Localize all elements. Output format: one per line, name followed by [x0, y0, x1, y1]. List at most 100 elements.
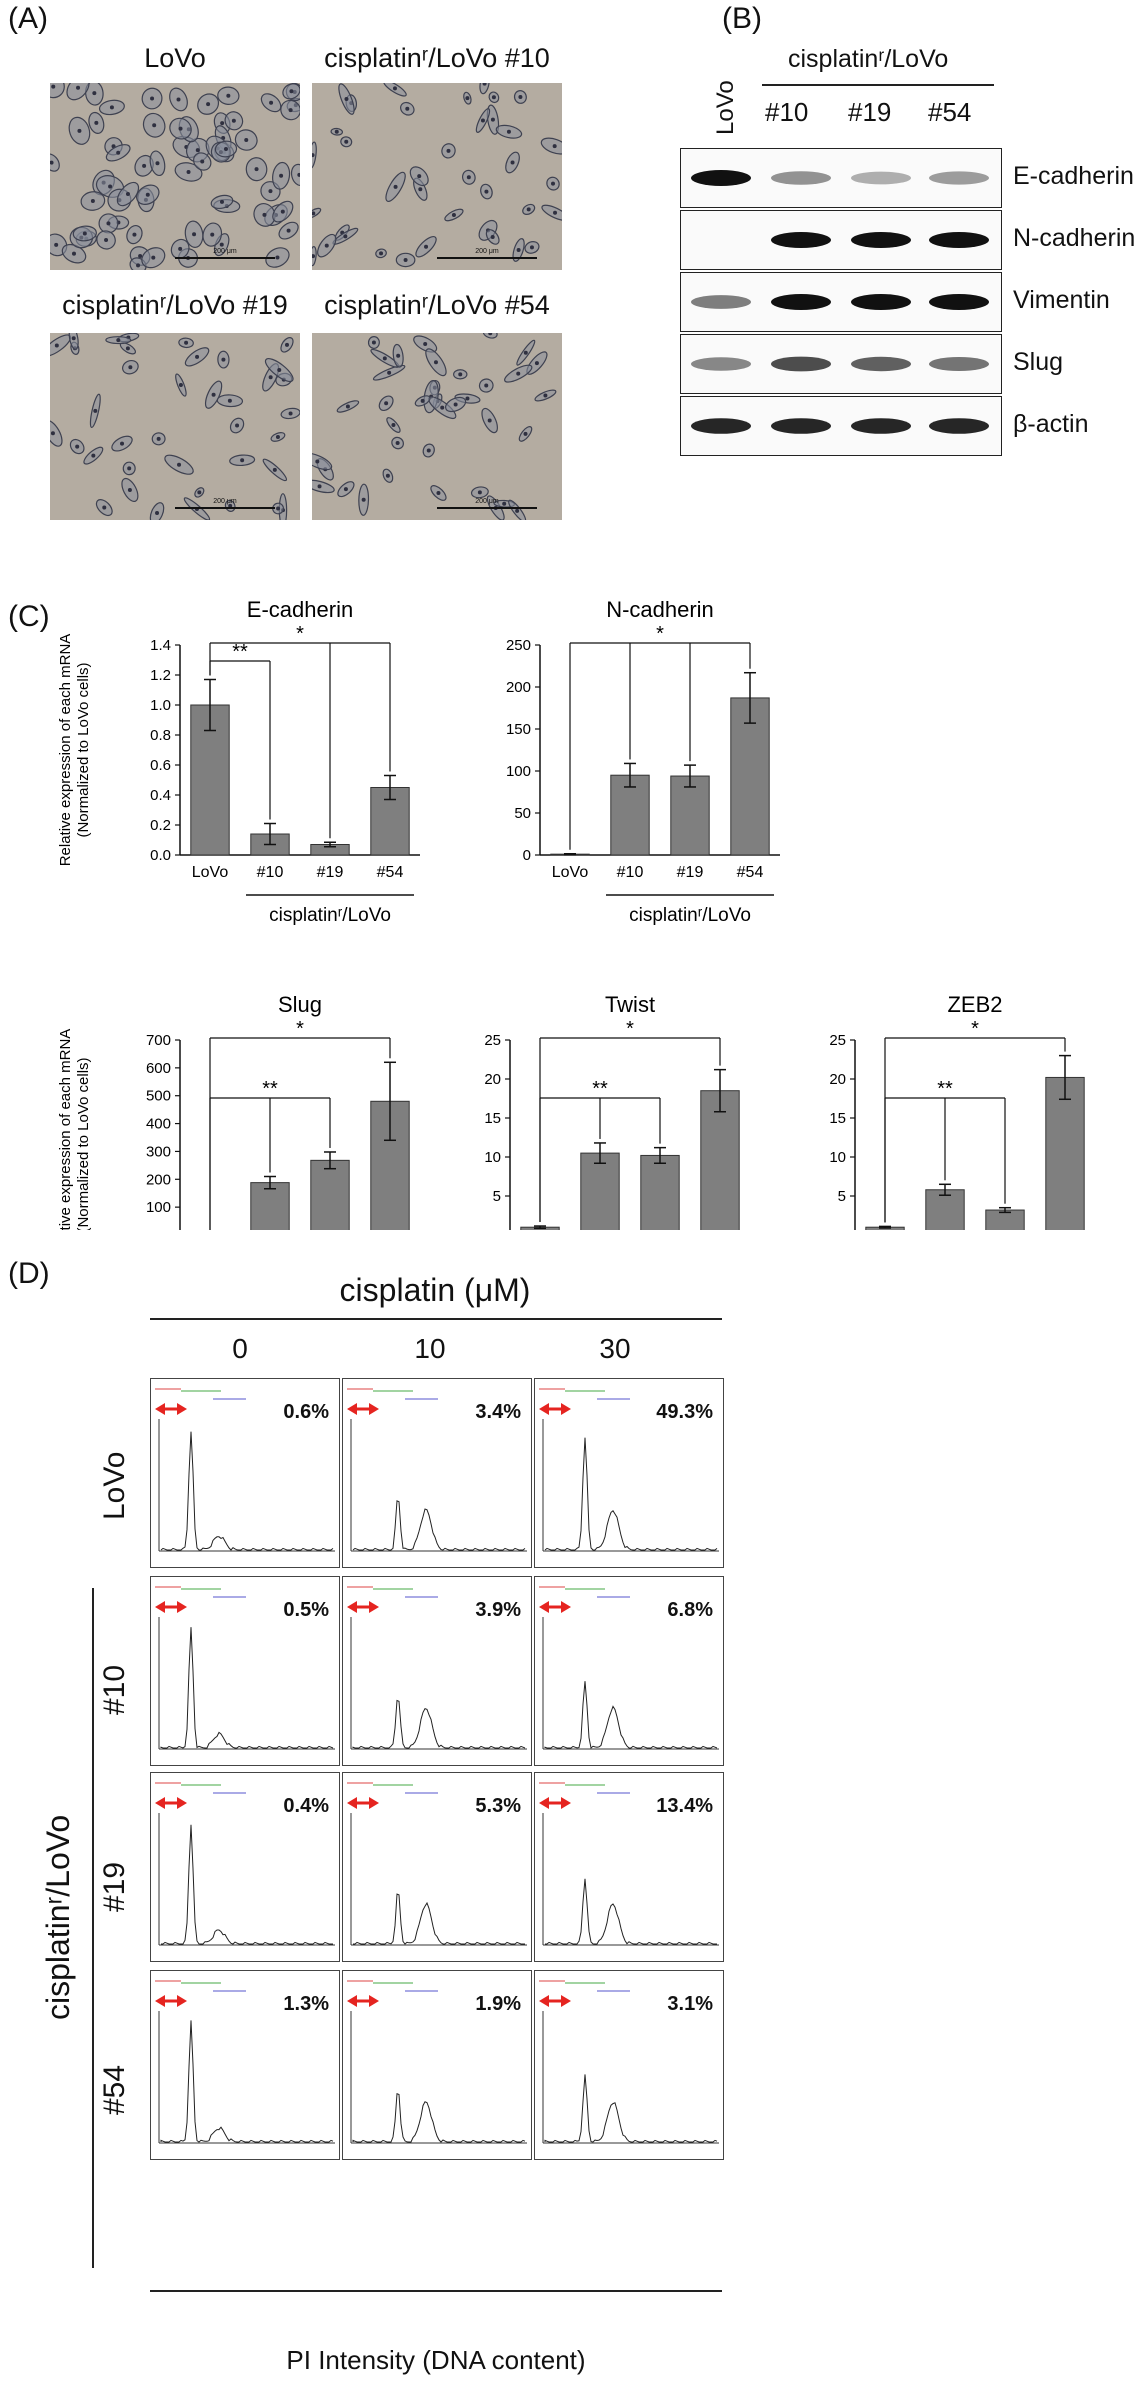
- cell-nucleus: [156, 436, 161, 441]
- scale-bar-label: 200 μm: [213, 248, 237, 255]
- cell-nucleus: [344, 97, 349, 102]
- y-tick-label: 200: [506, 679, 531, 696]
- cell-nucleus: [200, 159, 205, 164]
- cell-nucleus: [466, 175, 471, 180]
- cell-nucleus: [155, 511, 160, 516]
- cell-nucleus: [334, 129, 339, 134]
- subg1-percent: 6.8%: [667, 1599, 713, 1621]
- arrow-right: [561, 1797, 571, 1809]
- wb-group-label: cisplatinʳ/LoVo: [788, 45, 949, 73]
- bar: [640, 1154, 680, 1230]
- x-tick-label: #19: [677, 864, 704, 881]
- cell-nucleus: [288, 411, 293, 416]
- y-tick-label: 20: [829, 1071, 846, 1088]
- panel-d-label: (D): [8, 1257, 50, 1290]
- wb-protein-label: Vimentin: [1013, 286, 1110, 314]
- wb-band: [929, 294, 989, 310]
- row-group-label: cisplatinʳ/LoVo: [40, 1814, 76, 2020]
- micrograph-19: 200 μm: [50, 333, 300, 520]
- row-label-19: #19: [98, 1861, 131, 1912]
- cell-nucleus: [109, 105, 114, 110]
- pi-xlabel: PI Intensity (DNA content): [286, 2345, 586, 2375]
- subg1-percent: 1.3%: [283, 1993, 329, 2015]
- x-tick-label: LoVo: [552, 864, 589, 881]
- cell-nucleus: [405, 106, 410, 111]
- micrograph-10: 200 μm: [312, 83, 562, 270]
- y-tick-label: 300: [146, 1143, 171, 1160]
- cell-nucleus: [50, 160, 54, 165]
- wb-band: [771, 171, 831, 185]
- cell-shape: [312, 479, 335, 494]
- cell-nucleus: [269, 100, 274, 105]
- cell-nucleus: [275, 255, 280, 260]
- cell-nucleus: [54, 242, 59, 247]
- cell-nucleus: [150, 96, 155, 101]
- cell-nucleus: [132, 232, 137, 237]
- subg1-percent: 3.1%: [667, 1993, 713, 2015]
- cell-nucleus: [393, 184, 398, 189]
- histogram-3-2: 3.1%: [534, 1970, 724, 2160]
- arrow-right: [177, 1995, 187, 2007]
- cell-nucleus: [315, 459, 320, 464]
- cell-nucleus: [312, 254, 316, 259]
- wb-lane-19: #19: [848, 97, 892, 127]
- hist-curve: [544, 1437, 718, 1551]
- cell-nucleus: [391, 423, 396, 428]
- wb-band: [929, 418, 989, 434]
- cell-nucleus: [526, 207, 531, 212]
- y-tick-label: 0.0: [150, 847, 171, 864]
- cell-nucleus: [228, 503, 233, 508]
- cell-nucleus: [142, 163, 147, 168]
- arrow-left: [155, 1403, 165, 1415]
- dose-col-0: 0: [232, 1333, 248, 1364]
- cell-nucleus: [206, 102, 211, 107]
- arrow-right: [177, 1797, 187, 1809]
- hist-curve: [352, 1500, 526, 1551]
- ylabel-line1: Relative expression of each mRNA: [57, 634, 74, 867]
- wb-band: [851, 294, 911, 310]
- cell-nucleus: [227, 398, 232, 403]
- arrow-left: [539, 1995, 549, 2007]
- cell-nucleus: [453, 402, 458, 407]
- panel-a-label: (A): [8, 2, 48, 35]
- cell-nucleus: [484, 189, 489, 194]
- cell-nucleus: [127, 466, 132, 471]
- cell-nucleus: [297, 172, 300, 177]
- cell-nucleus: [344, 139, 349, 144]
- cell-nucleus: [534, 361, 539, 366]
- y-tick-label: 5: [493, 1188, 501, 1205]
- cell-nucleus: [184, 340, 189, 345]
- y-tick-label: 500: [146, 1088, 171, 1105]
- cell-nucleus: [178, 246, 183, 251]
- cell-nucleus: [280, 209, 285, 214]
- arrow-left: [155, 1601, 165, 1613]
- wb-blot-actin: [680, 396, 1002, 456]
- cell-nucleus: [235, 423, 240, 428]
- ylabel-line1: Relative expression of each mRNA: [57, 1029, 74, 1230]
- y-tick-label: 0: [163, 1227, 171, 1230]
- cell-nucleus: [127, 487, 132, 492]
- hist-curve: [544, 1681, 718, 1749]
- cell-nucleus: [136, 263, 141, 268]
- cell-nucleus: [487, 418, 492, 423]
- cell-nucleus: [289, 89, 294, 94]
- wb-lane-lovo: LoVo: [712, 80, 739, 135]
- arrow-right: [561, 1995, 571, 2007]
- micro-title-54: cisplatinʳ/LoVo #54: [324, 290, 550, 320]
- arrow-left: [539, 1403, 549, 1415]
- sig-label: *: [626, 1018, 634, 1040]
- bar: [610, 774, 650, 856]
- scale-bar-label: 200 μm: [475, 498, 499, 505]
- cell-nucleus: [490, 234, 495, 239]
- y-tick-label: 150: [506, 721, 531, 738]
- cell-nucleus: [516, 371, 521, 376]
- wb-band: [771, 294, 831, 310]
- arrow-right: [561, 1403, 571, 1415]
- wb-protein-label: E-cadherin: [1013, 162, 1134, 190]
- wb-protein-label: Slug: [1013, 348, 1064, 376]
- arrow-left: [539, 1601, 549, 1613]
- y-tick-label: 0: [838, 1227, 846, 1230]
- cell-nucleus: [361, 497, 366, 502]
- cell-nucleus: [284, 342, 289, 347]
- histogram-2-1: 5.3%: [342, 1772, 532, 1962]
